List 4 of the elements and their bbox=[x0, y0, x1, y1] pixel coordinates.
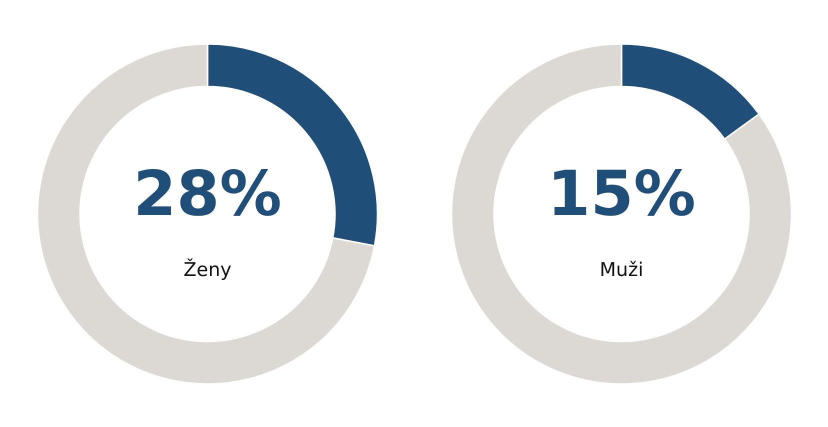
data-label: 28% bbox=[133, 157, 282, 230]
text: Muži bbox=[600, 259, 644, 282]
text: Ženy bbox=[184, 258, 232, 282]
data-label: 15% bbox=[547, 157, 696, 230]
